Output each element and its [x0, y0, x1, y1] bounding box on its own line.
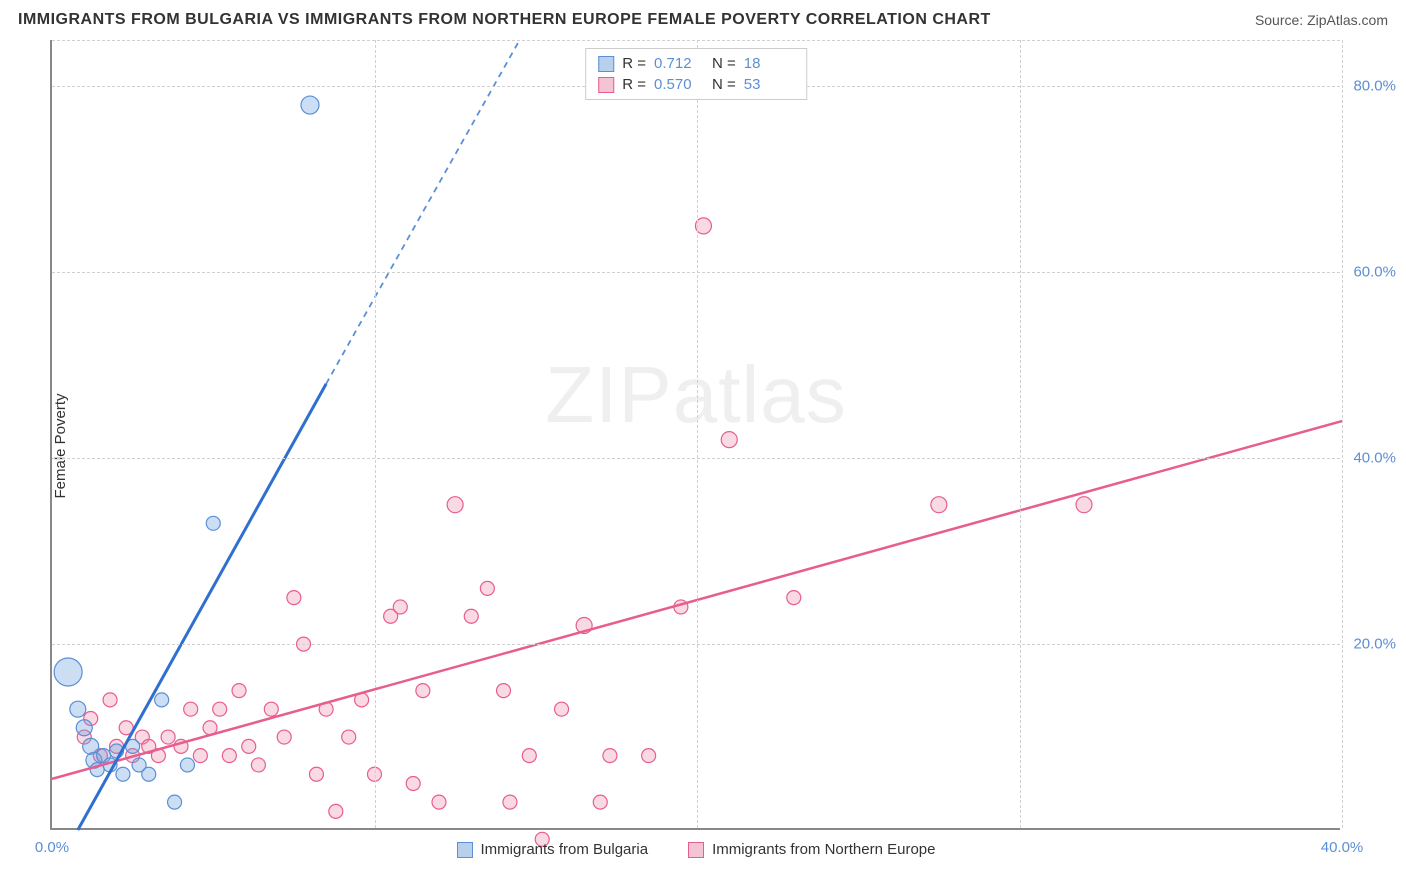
data-point	[232, 684, 246, 698]
data-point	[287, 591, 301, 605]
data-point	[213, 702, 227, 716]
data-point	[168, 795, 182, 809]
stats-n-bulgaria: 18	[744, 55, 794, 72]
data-point	[432, 795, 446, 809]
stats-row-neurope: R = 0.570 N = 53	[598, 74, 794, 95]
data-point	[116, 767, 130, 781]
stats-r-label: R =	[622, 76, 646, 93]
stats-r-neurope: 0.570	[654, 76, 704, 93]
legend-bottom: Immigrants from Bulgaria Immigrants from…	[52, 841, 1340, 858]
y-tick-label: 40.0%	[1353, 450, 1396, 467]
data-point	[464, 609, 478, 623]
data-point	[103, 693, 117, 707]
gridline-v	[697, 40, 698, 828]
chart-source: Source: ZipAtlas.com	[1255, 12, 1388, 28]
data-point	[161, 730, 175, 744]
legend-label-bulgaria: Immigrants from Bulgaria	[481, 841, 649, 858]
data-point	[497, 684, 511, 698]
x-tick-label: 40.0%	[1321, 839, 1364, 856]
chart-title: IMMIGRANTS FROM BULGARIA VS IMMIGRANTS F…	[18, 11, 991, 29]
plot-area: ZIPatlas R = 0.712 N = 18 R = 0.570 N = …	[50, 40, 1340, 830]
data-point	[54, 658, 82, 686]
gridline-h	[52, 272, 1340, 273]
chart-svg	[52, 40, 1340, 828]
gridline-v	[1020, 40, 1021, 828]
stats-box: R = 0.712 N = 18 R = 0.570 N = 53	[585, 48, 807, 100]
data-point	[329, 804, 343, 818]
data-point	[193, 749, 207, 763]
gridline-v	[1342, 40, 1343, 828]
data-point	[301, 96, 319, 114]
data-point	[416, 684, 430, 698]
data-point	[593, 795, 607, 809]
data-point	[83, 738, 99, 754]
gridline-h	[52, 458, 1340, 459]
data-point	[206, 516, 220, 530]
data-point	[503, 795, 517, 809]
data-point	[787, 591, 801, 605]
data-point	[721, 432, 737, 448]
legend-item-bulgaria: Immigrants from Bulgaria	[457, 841, 649, 858]
data-point	[155, 693, 169, 707]
data-point	[70, 701, 86, 717]
data-point	[931, 497, 947, 513]
stats-r-label: R =	[622, 55, 646, 72]
data-point	[603, 749, 617, 763]
y-tick-label: 60.0%	[1353, 264, 1396, 281]
stats-n-label: N =	[712, 55, 736, 72]
stats-swatch-neurope	[598, 77, 614, 93]
data-point	[180, 758, 194, 772]
trend-line	[78, 384, 326, 830]
gridline-h	[52, 40, 1340, 41]
data-point	[406, 777, 420, 791]
legend-label-neurope: Immigrants from Northern Europe	[712, 841, 935, 858]
legend-swatch-bulgaria	[457, 842, 473, 858]
chart-header: IMMIGRANTS FROM BULGARIA VS IMMIGRANTS F…	[0, 0, 1406, 40]
data-point	[555, 702, 569, 716]
y-tick-label: 20.0%	[1353, 636, 1396, 653]
legend-item-neurope: Immigrants from Northern Europe	[688, 841, 935, 858]
stats-n-label: N =	[712, 76, 736, 93]
data-point	[242, 739, 256, 753]
gridline-v	[375, 40, 376, 828]
x-tick-label: 0.0%	[35, 839, 69, 856]
data-point	[342, 730, 356, 744]
y-tick-label: 80.0%	[1353, 78, 1396, 95]
data-point	[447, 497, 463, 513]
data-point	[222, 749, 236, 763]
data-point	[480, 581, 494, 595]
trend-line	[326, 40, 520, 384]
gridline-h	[52, 644, 1340, 645]
data-point	[522, 749, 536, 763]
data-point	[277, 730, 291, 744]
stats-r-bulgaria: 0.712	[654, 55, 704, 72]
data-point	[309, 767, 323, 781]
stats-swatch-bulgaria	[598, 56, 614, 72]
data-point	[76, 720, 92, 736]
data-point	[393, 600, 407, 614]
data-point	[264, 702, 278, 716]
legend-swatch-neurope	[688, 842, 704, 858]
stats-n-neurope: 53	[744, 76, 794, 93]
data-point	[1076, 497, 1092, 513]
data-point	[642, 749, 656, 763]
stats-row-bulgaria: R = 0.712 N = 18	[598, 53, 794, 74]
data-point	[251, 758, 265, 772]
data-point	[142, 767, 156, 781]
data-point	[184, 702, 198, 716]
